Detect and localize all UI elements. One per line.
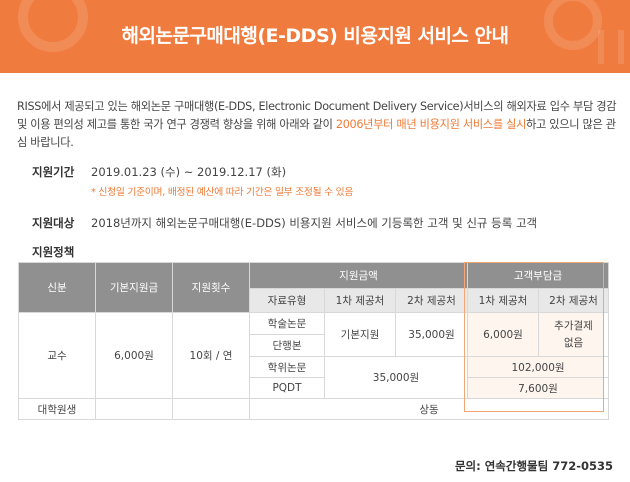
header-first: 1차 제공처 xyxy=(324,288,396,313)
paper-second: 35,000원 xyxy=(395,312,468,357)
header-cust-second: 2차 제공처 xyxy=(538,288,609,313)
professor-status: 교수 xyxy=(18,312,96,399)
header-customer: 고객부담금 xyxy=(467,262,609,289)
thesis-cust: 102,000원 xyxy=(467,356,609,378)
header-status: 신분 xyxy=(18,262,96,313)
type-book: 단행본 xyxy=(249,334,325,357)
decorative-circle xyxy=(18,0,88,52)
header-type: 자료유형 xyxy=(249,288,325,313)
target-label: 지원대상 xyxy=(32,216,75,230)
paper-cust-second: 추가결제 없음 xyxy=(538,312,609,357)
intro-text: RISS에서 제공되고 있는 해외논문 구매대행(E-DDS, Electron… xyxy=(17,100,617,131)
period-label: 지원기간 xyxy=(32,165,75,179)
page-title: 해외논문구매대행(E-DDS) 비용지원 서비스 안내 xyxy=(121,25,509,47)
contact-info: 문의: 연속간행물팀 772-0535 xyxy=(454,459,613,473)
grad-same: 상동 xyxy=(249,398,609,420)
grad-status: 대학원생 xyxy=(18,398,96,420)
type-paper: 학술논문 xyxy=(249,312,325,335)
thesis-amount: 35,000원 xyxy=(324,356,468,399)
header-count: 지원횟수 xyxy=(172,262,250,313)
professor-count: 10회 / 연 xyxy=(172,312,250,399)
type-pqdt: PQDT xyxy=(249,377,325,399)
decorative-circle xyxy=(544,0,602,50)
intro-highlight: 2006년부터 매년 비용지원 서비스를 실시 xyxy=(335,118,527,131)
intro-paragraph: RISS에서 제공되고 있는 해외논문 구매대행(E-DDS, Electron… xyxy=(17,98,617,152)
header-cust-first: 1차 제공처 xyxy=(467,288,539,313)
paper-first: 기본지원 xyxy=(324,312,396,357)
period-note: * 신청일 기준이며, 배정된 예산에 따라 기간은 일부 조정될 수 있음 xyxy=(91,187,354,198)
decorative-bars xyxy=(598,30,624,64)
policy-table: 신분 기본지원금 지원횟수 지원금액 고객부담금 자료유형 1차 제공처 2차 … xyxy=(18,262,609,420)
professor-base: 6,000원 xyxy=(95,312,173,399)
period-value: 2019.01.23 (수) ~ 2019.12.17 (화) xyxy=(91,165,287,179)
header-amount: 지원금액 xyxy=(249,262,468,289)
pqdt-cust: 7,600원 xyxy=(467,377,609,399)
target-value: 2018년까지 해외논문구매대행(E-DDS) 비용지원 서비스에 기등록한 고… xyxy=(91,216,538,230)
paper-cust-first: 6,000원 xyxy=(467,312,539,357)
intro-text-end: 하고 있으니 많은 관심 바랍니다. xyxy=(17,118,616,149)
type-thesis: 학위논문 xyxy=(249,356,325,378)
header-second: 2차 제공처 xyxy=(395,288,468,313)
header-base: 기본지원금 xyxy=(95,262,173,313)
banner: 해외논문구매대행(E-DDS) 비용지원 서비스 안내 xyxy=(0,0,630,73)
policy-label: 지원정책 xyxy=(32,245,75,259)
